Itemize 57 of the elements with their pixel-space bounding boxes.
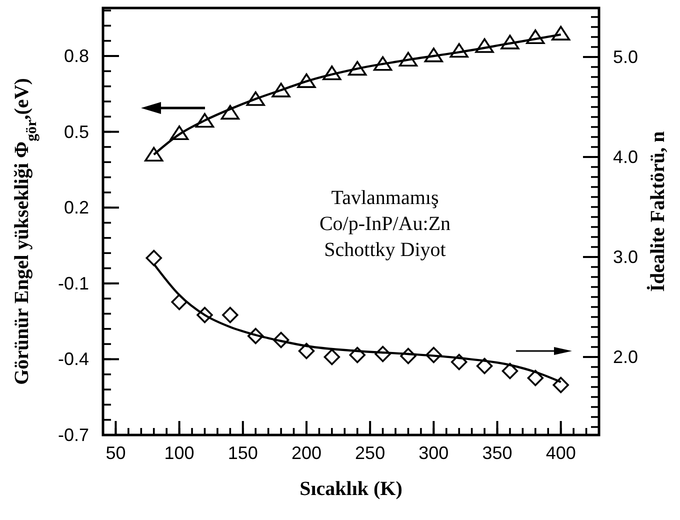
point — [526, 29, 545, 44]
point — [144, 146, 164, 162]
point — [400, 348, 416, 364]
x-tick-label: 150 — [228, 443, 258, 463]
point — [552, 26, 570, 40]
y-tick-label: -0.1 — [58, 273, 89, 294]
x-tick-label: 350 — [482, 443, 512, 463]
annotation: Schottky Diyot — [324, 239, 446, 261]
point — [324, 348, 340, 366]
point — [527, 370, 544, 386]
point — [195, 113, 214, 128]
x-tick-label: 250 — [355, 443, 386, 463]
point — [170, 125, 189, 140]
y-tick-label: -0.4 — [58, 349, 89, 370]
point — [398, 52, 418, 67]
point — [424, 48, 443, 62]
y2-tick-label: 5.0 — [613, 47, 638, 67]
point — [348, 61, 367, 76]
point — [502, 362, 518, 380]
point — [322, 66, 342, 80]
x-tick-label: 400 — [546, 443, 576, 463]
point — [220, 104, 240, 120]
point — [451, 354, 468, 370]
point — [349, 346, 366, 364]
y-tick-label: 0.2 — [64, 198, 89, 218]
point — [500, 34, 520, 50]
annotation: Co/p-InP/Au:Zn — [319, 213, 451, 235]
point — [475, 38, 494, 53]
y2-tick-label: 3.0 — [613, 247, 638, 267]
y2-tick-label: 4.0 — [613, 147, 638, 167]
point — [552, 376, 569, 394]
x-tick-label: 300 — [418, 443, 449, 463]
x-tick-label: 100 — [164, 443, 194, 463]
y2-axis-title: İdealite Faktörü, n — [646, 131, 669, 292]
point — [298, 342, 315, 360]
point — [196, 306, 213, 324]
point — [426, 346, 442, 364]
y-tick-label: 0.8 — [64, 46, 89, 66]
annotation: Tavlanmamış — [331, 187, 439, 209]
x-tick-label: 200 — [291, 443, 322, 463]
point — [272, 332, 290, 348]
point — [146, 250, 162, 266]
point — [272, 82, 290, 98]
point — [171, 294, 188, 310]
point — [248, 328, 264, 344]
y-tick-label: -0.7 — [58, 425, 89, 445]
point — [222, 306, 238, 324]
y-tick-label: 0.5 — [64, 122, 89, 142]
point — [297, 73, 316, 88]
point — [450, 43, 468, 58]
point — [374, 346, 391, 362]
point — [373, 56, 392, 71]
point — [246, 91, 265, 106]
x-tick-label: 50 — [106, 443, 126, 463]
y2-tick-label: 2.0 — [613, 347, 638, 367]
x-axis-title: Sıcaklık (K) — [300, 478, 402, 500]
point — [476, 358, 493, 374]
